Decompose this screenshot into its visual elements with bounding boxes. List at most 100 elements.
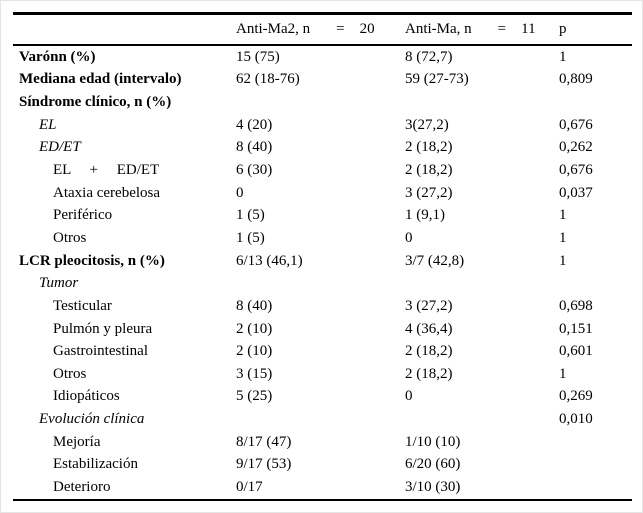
cell-anti-ma: 0	[405, 389, 413, 405]
row-label: Mejoría	[53, 434, 101, 450]
table-row: Mejoría 8/17 (47) 1/10 (10)	[13, 431, 632, 454]
table-row: Deterioro 0/17 3/10 (30)	[13, 476, 632, 499]
table-row: Tumor	[13, 272, 632, 295]
cell-anti-ma: 2 (18,2)	[405, 163, 453, 179]
table-row: Mediana edad (intervalo) 62 (18-76) 59 (…	[13, 69, 632, 92]
table-row: Testicular 8 (40) 3 (27,2) 0,698	[13, 295, 632, 318]
row-label: Síndrome clínico, n (%)	[19, 95, 172, 111]
row-label: EL	[39, 117, 57, 133]
cell-p: 0,151	[559, 321, 593, 337]
equals-sign: =	[336, 21, 345, 37]
row-label: Evolución clínica	[39, 412, 145, 428]
table-row: ED/ET 8 (40) 2 (18,2) 0,262	[13, 137, 632, 160]
row-label: Idiopáticos	[53, 389, 120, 405]
cell-anti-ma: 3 (27,2)	[405, 298, 453, 314]
cell-p: 0,676	[559, 163, 593, 179]
equals-sign: =	[497, 21, 507, 37]
column-header-anti-ma-count: 11	[521, 21, 536, 37]
cell-anti-ma: 2 (18,2)	[405, 344, 453, 360]
table-row: Ataxia cerebelosa 0 3 (27,2) 0,037	[13, 182, 632, 205]
cell-p: 1	[559, 366, 567, 382]
cell-p: 1	[559, 230, 567, 246]
table-row: Pulmón y pleura 2 (10) 4 (36,4) 0,151	[13, 318, 632, 341]
row-label: LCR pleocitosis, n (%)	[19, 253, 165, 269]
cell-anti-ma2: 2 (10)	[236, 321, 273, 337]
cell-anti-ma2: 1 (5)	[236, 230, 265, 246]
cell-anti-ma2: 0	[236, 185, 244, 201]
cell-anti-ma: 3(27,2)	[405, 117, 449, 133]
row-label: Pulmón y pleura	[53, 321, 153, 337]
cell-anti-ma2: 3 (15)	[236, 366, 273, 382]
table-row: EL 4 (20) 3(27,2) 0,676	[13, 114, 632, 137]
table-row: Otros 1 (5) 0 1	[13, 227, 632, 250]
cell-anti-ma2: 6 (30)	[236, 163, 273, 179]
table-row: Síndrome clínico, n (%)	[13, 91, 632, 114]
table-row: Otros 3 (15) 2 (18,2) 1	[13, 363, 632, 386]
row-label: Estabilización	[53, 457, 138, 473]
cell-anti-ma: 2 (18,2)	[405, 366, 453, 382]
row-label: Otros	[53, 230, 87, 246]
row-label: Periférico	[53, 208, 113, 224]
row-label: Deterioro	[53, 479, 111, 495]
header-separator-rule	[13, 43, 632, 46]
row-label: Varónn (%)	[19, 49, 96, 65]
cell-anti-ma: 6/20 (60)	[405, 457, 461, 473]
cell-anti-ma2: 9/17 (53)	[236, 457, 292, 473]
cell-p: 0,601	[559, 344, 593, 360]
cell-anti-ma2: 0/17	[236, 479, 263, 495]
cell-anti-ma: 0	[405, 230, 413, 246]
table-row: Periférico 1 (5) 1 (9,1) 1	[13, 204, 632, 227]
column-header-anti-ma2-count: 20	[359, 21, 375, 37]
row-label: Testicular	[53, 298, 112, 314]
column-header-anti-ma-name: Anti-Ma, n	[405, 21, 472, 37]
cell-p: 0,037	[559, 185, 593, 201]
cell-anti-ma2: 6/13 (46,1)	[236, 253, 303, 269]
row-label: Otros	[53, 366, 87, 382]
cell-anti-ma2: 4 (20)	[236, 117, 273, 133]
cell-anti-ma2: 8/17 (47)	[236, 434, 292, 450]
table-body: Varónn (%) 15 (75) 8 (72,7) 1 Mediana ed…	[13, 46, 632, 499]
column-header-anti-ma2-name: Anti-Ma2, n	[236, 21, 311, 37]
cell-p: 0,262	[559, 140, 593, 156]
cell-anti-ma2: 15 (75)	[236, 49, 280, 65]
table-row: Gastrointestinal 2 (10) 2 (18,2) 0,601	[13, 340, 632, 363]
row-label: Mediana edad (intervalo)	[19, 72, 182, 88]
cell-p: 0,676	[559, 117, 593, 133]
cell-anti-ma: 2 (18,2)	[405, 140, 453, 156]
cell-p: 0,269	[559, 389, 593, 405]
table-row: Idiopáticos 5 (25) 0 0,269	[13, 386, 632, 409]
top-rule	[13, 12, 632, 15]
table-row: Evolución clínica 0,010	[13, 408, 632, 431]
cell-anti-ma2: 8 (40)	[236, 140, 273, 156]
cell-anti-ma2: 2 (10)	[236, 344, 273, 360]
table-row: EL + ED/ET 6 (30) 2 (18,2) 0,676	[13, 159, 632, 182]
cell-anti-ma: 1/10 (10)	[405, 434, 461, 450]
table-row: Varónn (%) 15 (75) 8 (72,7) 1	[13, 46, 632, 69]
row-label: ED/ET	[39, 140, 81, 156]
cell-p: 1	[559, 49, 567, 65]
cell-anti-ma: 4 (36,4)	[405, 321, 453, 337]
cell-anti-ma: 3/7 (42,8)	[405, 253, 465, 269]
row-label: Tumor	[39, 276, 79, 292]
clinical-comparison-table: Anti-Ma2, n = 20 Anti-Ma, n = 11 p Varónn (%…	[13, 12, 632, 501]
cell-anti-ma: 8 (72,7)	[405, 49, 453, 65]
table-row: LCR pleocitosis, n (%) 6/13 (46,1) 3/7 (…	[13, 250, 632, 273]
table-row: Estabilización 9/17 (53) 6/20 (60)	[13, 454, 632, 477]
row-label: Ataxia cerebelosa	[53, 185, 161, 201]
cell-anti-ma: 3/10 (30)	[405, 479, 461, 495]
cell-p: 1	[559, 253, 567, 269]
bottom-rule	[13, 498, 632, 501]
table-header: Anti-Ma2, n = 20 Anti-Ma, n = 11 p	[13, 15, 632, 44]
cell-anti-ma: 1 (9,1)	[405, 208, 445, 224]
cell-p: 0,809	[559, 72, 593, 88]
cell-p: 0,698	[559, 298, 593, 314]
cell-anti-ma: 3 (27,2)	[405, 185, 453, 201]
cell-anti-ma: 59 (27-73)	[405, 72, 469, 88]
cell-anti-ma2: 62 (18-76)	[236, 72, 300, 88]
cell-p: 1	[559, 208, 567, 224]
row-label: Gastrointestinal	[53, 344, 148, 360]
column-header-anti-ma2: Anti-Ma2, n = 20	[230, 22, 399, 37]
cell-p: 0,010	[559, 412, 593, 428]
column-header-p: p	[559, 21, 567, 37]
